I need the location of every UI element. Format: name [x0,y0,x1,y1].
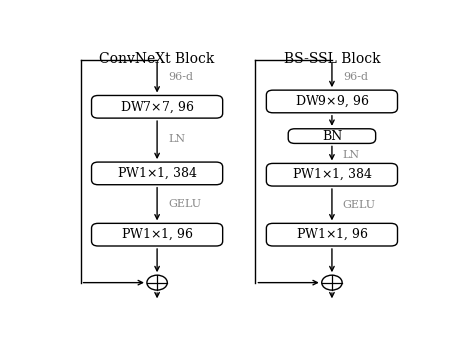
Text: DW7$\times$7, 96: DW7$\times$7, 96 [120,99,194,115]
FancyBboxPatch shape [266,163,398,186]
Text: LN: LN [168,134,185,144]
Text: PW1$\times$1, 96: PW1$\times$1, 96 [296,227,368,243]
FancyBboxPatch shape [266,224,398,246]
Text: LN: LN [343,150,360,160]
FancyBboxPatch shape [92,95,223,118]
Text: GELU: GELU [343,200,376,210]
Text: 96-d: 96-d [168,72,193,82]
Text: GELU: GELU [168,199,201,209]
FancyBboxPatch shape [266,90,398,113]
Text: BN: BN [322,130,342,143]
Text: DW9$\times$9, 96: DW9$\times$9, 96 [295,94,369,109]
Text: BS-SSL Block: BS-SSL Block [283,52,380,66]
FancyBboxPatch shape [288,129,376,144]
Text: PW1$\times$1, 384: PW1$\times$1, 384 [117,166,197,181]
FancyBboxPatch shape [92,224,223,246]
Text: 96-d: 96-d [343,72,368,82]
FancyBboxPatch shape [92,162,223,185]
Text: ConvNeXt Block: ConvNeXt Block [100,52,215,66]
Text: PW1$\times$1, 384: PW1$\times$1, 384 [292,167,372,182]
Text: PW1$\times$1, 96: PW1$\times$1, 96 [121,227,194,243]
